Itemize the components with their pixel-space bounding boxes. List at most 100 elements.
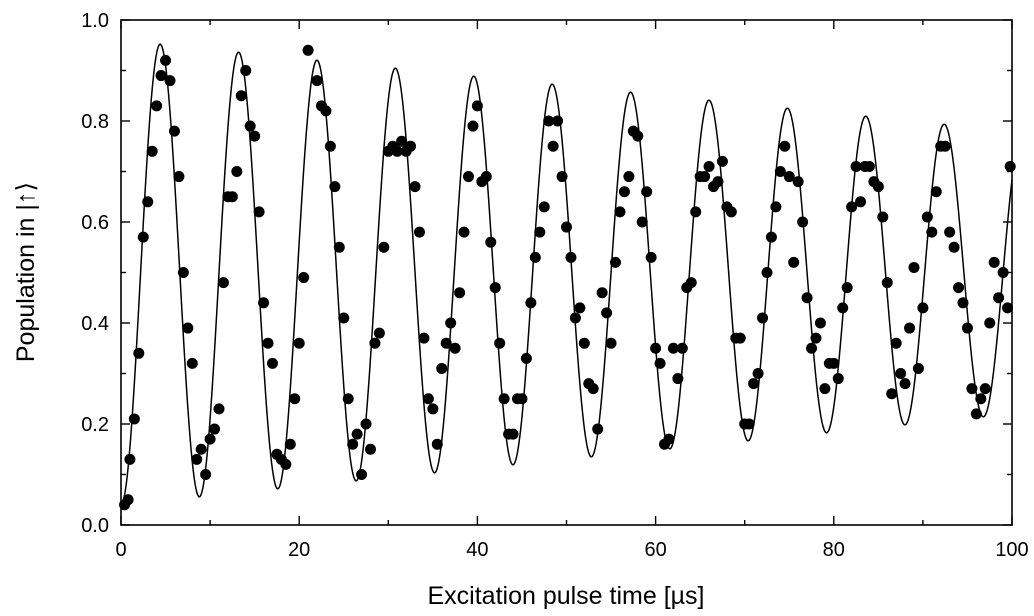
data-point xyxy=(311,75,323,87)
data-point xyxy=(912,362,924,374)
data-point xyxy=(895,368,907,379)
data-point xyxy=(716,155,728,167)
x-axis-title: Excitation pulse time [µs] xyxy=(427,582,704,610)
data-point xyxy=(685,277,697,289)
data-point xyxy=(814,317,826,329)
data-point xyxy=(373,327,385,339)
data-point xyxy=(449,342,461,354)
data-point xyxy=(436,362,448,374)
data-point xyxy=(645,251,657,263)
data-point xyxy=(917,302,929,314)
data-point xyxy=(743,418,755,430)
plot-frame xyxy=(120,19,1013,526)
data-point xyxy=(445,317,457,329)
data-point xyxy=(886,388,898,400)
data-point xyxy=(458,226,470,238)
data-point xyxy=(792,176,804,188)
data-point xyxy=(966,383,978,395)
x-tick-label: 60 xyxy=(644,539,666,561)
data-point xyxy=(574,302,586,314)
data-point xyxy=(939,140,951,152)
data-point xyxy=(605,337,617,349)
x-tick-label: 40 xyxy=(466,539,488,561)
y-tick-label: 0.2 xyxy=(81,414,109,436)
data-point xyxy=(828,357,840,369)
data-point xyxy=(819,383,831,395)
data-point xyxy=(186,357,198,369)
data-point xyxy=(244,120,256,132)
data-point xyxy=(997,267,1009,278)
data-point xyxy=(663,433,675,445)
data-point xyxy=(725,206,737,218)
data-point xyxy=(507,428,519,440)
data-point xyxy=(543,115,555,127)
data-point xyxy=(904,322,916,334)
data-point xyxy=(485,236,497,248)
data-point xyxy=(944,226,956,238)
data-point xyxy=(235,90,247,102)
data-point xyxy=(405,140,417,152)
data-point xyxy=(632,130,644,142)
data-point xyxy=(672,373,684,385)
data-point xyxy=(832,373,844,385)
data-point xyxy=(217,277,229,289)
y-tick-label: 0.6 xyxy=(81,212,109,234)
x-tick-label: 100 xyxy=(995,539,1028,561)
data-point xyxy=(128,413,140,425)
data-point xyxy=(209,423,221,435)
data-point xyxy=(654,357,666,369)
data-point xyxy=(806,342,818,354)
data-point xyxy=(712,176,724,188)
data-points xyxy=(119,44,1016,511)
data-point xyxy=(204,433,216,445)
data-point xyxy=(160,54,172,66)
data-point xyxy=(391,145,403,157)
data-point xyxy=(975,393,987,405)
data-point xyxy=(890,337,902,349)
data-point xyxy=(364,443,376,455)
data-point xyxy=(467,120,479,132)
x-tick-label: 20 xyxy=(288,539,310,561)
data-point xyxy=(979,383,991,395)
data-point xyxy=(146,145,158,157)
data-point xyxy=(137,231,149,243)
data-point xyxy=(142,196,154,208)
data-point xyxy=(667,342,679,354)
data-point xyxy=(636,216,648,228)
data-point xyxy=(342,393,354,405)
fit-curve xyxy=(120,43,1013,506)
data-point xyxy=(538,201,550,213)
data-point xyxy=(191,453,203,465)
data-point xyxy=(338,312,350,324)
data-point xyxy=(552,115,564,127)
data-point xyxy=(921,211,933,223)
x-tick-label: 0 xyxy=(115,539,126,561)
data-point xyxy=(614,206,626,218)
data-point xyxy=(231,166,243,177)
data-point xyxy=(529,251,541,263)
data-point xyxy=(926,226,938,238)
y-tick-label: 0.4 xyxy=(81,313,109,335)
data-point xyxy=(266,357,278,369)
data-point xyxy=(690,206,702,218)
data-point xyxy=(783,171,795,183)
data-point xyxy=(801,292,813,304)
data-point xyxy=(413,226,425,238)
data-point xyxy=(993,292,1005,304)
data-point xyxy=(863,160,875,172)
data-point xyxy=(409,181,421,193)
data-point xyxy=(748,378,760,390)
data-point xyxy=(855,196,867,208)
data-point xyxy=(837,302,849,314)
data-point xyxy=(988,256,1000,268)
data-point xyxy=(258,297,270,309)
data-point xyxy=(881,277,893,289)
data-point xyxy=(293,337,305,349)
data-point xyxy=(1002,302,1014,314)
data-point xyxy=(122,494,134,506)
data-point xyxy=(302,44,314,56)
data-point xyxy=(284,438,296,450)
data-point xyxy=(240,65,252,76)
data-point xyxy=(596,287,608,299)
